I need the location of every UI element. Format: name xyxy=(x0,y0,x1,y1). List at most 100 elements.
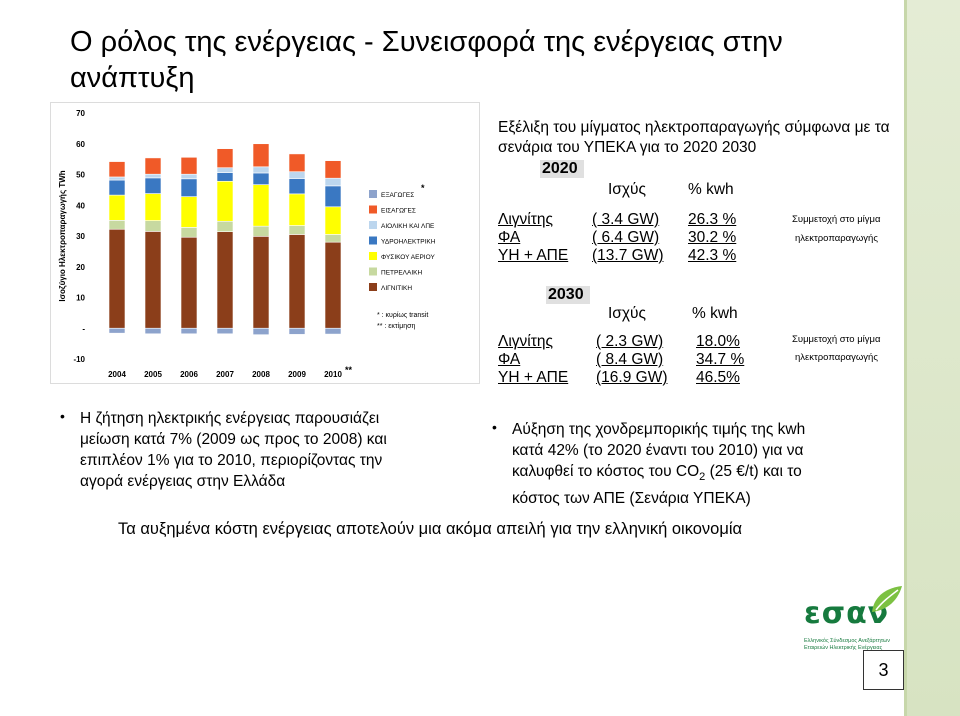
bar-segment xyxy=(252,143,270,168)
row-2030-res-name: ΥΗ + ΑΠΕ xyxy=(498,369,569,386)
x-tick-label: 2006 xyxy=(180,370,198,379)
y-tick-label: 50 xyxy=(76,171,85,180)
row-2030-lignite-power: ( 2.3 GW) xyxy=(596,333,664,350)
bar-segment xyxy=(108,327,126,334)
legend-label: ΑΙΟΛΙΚΗ ΚΑΙ ΛΠΕ xyxy=(381,223,435,230)
bar-segment xyxy=(216,327,234,335)
bar-segment xyxy=(108,220,126,230)
y-tick-label: -10 xyxy=(73,355,85,364)
left-point-line: Η ζήτηση ηλεκτρικής ενέργειας παρουσιάζε… xyxy=(80,410,380,427)
bar-segment xyxy=(108,179,126,196)
co2-cost-text: (25 €/t) και το xyxy=(705,463,802,480)
bar-segment xyxy=(288,171,306,179)
legend-label: ΛΙΓΝΙΤΙΚΗ xyxy=(381,285,412,292)
y-tick-label: - xyxy=(82,324,85,333)
bar-segment xyxy=(216,172,234,182)
bar-segment xyxy=(252,236,270,329)
bar-segment xyxy=(144,173,162,179)
bar-segment xyxy=(180,227,198,238)
bar-segment xyxy=(288,193,306,226)
row-2030-lignite-kwh: 18.0% xyxy=(696,333,740,350)
decorative-side-strip xyxy=(904,0,960,716)
bar-segment xyxy=(108,161,126,178)
row-2020-lignite-name: Λιγνίτης xyxy=(498,211,553,228)
legend-label: ΥΔΡΟΗΛΕΚΤΡΙΚΗ xyxy=(381,239,436,246)
bar-segment xyxy=(252,184,270,227)
legend-swatch xyxy=(369,267,377,276)
power-header-2020: Ισχύς xyxy=(608,181,646,198)
year-2030-label: 2030 xyxy=(548,286,584,303)
bar-segment xyxy=(216,220,234,232)
chart-svg: Ισοζύγιο Ηλεκτροπαραγωγής TWh 70 60 50 40 30 2… xyxy=(58,109,436,379)
page-number: 3 xyxy=(878,660,889,680)
chart-note: ** : εκτίμηση xyxy=(377,322,415,330)
logo-subtitle-line: Ελληνικός Σύνδεσμος Ανεξάρτητων xyxy=(804,638,890,644)
right-point-line: καλυφθεί το κόστος του CO2 (25 €/t) και … xyxy=(512,461,902,488)
row-2020-res-name: ΥΗ + ΑΠΕ xyxy=(498,247,569,264)
slide-title: Ο ρόλος της ενέργειας - Συνεισφορά της ε… xyxy=(70,26,783,94)
kwh-header-2020: % kwh xyxy=(688,181,734,198)
bar-segment xyxy=(216,167,234,173)
chart-note: * : κυρίως transit xyxy=(377,311,428,319)
co2-text: καλυφθεί το κόστος του CO xyxy=(512,463,700,480)
left-point-text: Η ζήτηση ηλεκτρικής ενέργειας παρουσιάζε… xyxy=(80,408,460,492)
generation-balance-chart: Ισοζύγιο Ηλεκτροπαραγωγής TWh 70 60 50 40 30 2… xyxy=(50,102,480,384)
y-axis-label: Ισοζύγιο Ηλεκτροπαραγωγής TWh xyxy=(58,170,67,301)
row-2020-gas-power: ( 6.4 GW) xyxy=(592,229,660,246)
bar-segment xyxy=(108,176,126,181)
bar-segment xyxy=(324,206,342,235)
bullet-right: • xyxy=(492,419,497,435)
note-2030-line2: ηλεκτροπαραγωγής xyxy=(795,352,878,363)
bar-segment xyxy=(288,225,306,235)
x-tick-label: 2007 xyxy=(216,370,234,379)
y-tick-label: 30 xyxy=(76,232,85,241)
mix-heading: Εξέλιξη του μίγματος ηλεκτροπαραγωγής σύ… xyxy=(498,119,890,156)
x-tick-label: 2008 xyxy=(252,370,270,379)
right-point-text: Αύξηση της χονδρεμπορικής τιμής της kwh … xyxy=(512,419,902,509)
bar-segment xyxy=(144,177,162,194)
bar-segment xyxy=(144,231,162,329)
row-2030-lignite-name: Λιγνίτης xyxy=(498,333,553,350)
bar-segment xyxy=(144,220,162,232)
row-2020-res-kwh: 42.3 % xyxy=(688,247,737,264)
row-2020-lignite-power: ( 3.4 GW) xyxy=(592,211,660,228)
bar-segment xyxy=(288,153,306,173)
row-2020-gas-name: ΦΑ xyxy=(498,229,521,246)
note-2020-line2: ηλεκτροπαραγωγής xyxy=(795,233,878,244)
bar-segment xyxy=(180,327,198,335)
co2-subscript: 2 xyxy=(699,471,706,484)
legend-swatch xyxy=(369,190,377,198)
leaf-icon xyxy=(872,586,902,612)
note-2030-line1: Συμμετοχή στο μίγμα xyxy=(792,334,881,345)
x-tick-label: 2010 xyxy=(324,370,342,379)
legend-swatch xyxy=(369,205,377,214)
legend-swatch xyxy=(369,283,377,291)
bar-segment xyxy=(216,180,234,222)
row-2030-gas-power: ( 8.4 GW) xyxy=(596,351,664,368)
right-point-line: κόστος των ΑΠΕ (Σενάρια ΥΠΕΚΑ) xyxy=(512,490,751,508)
legend-label: ΦΥΣΙΚΟΥ ΑΕΡΙΟΥ xyxy=(381,254,435,261)
legend-mark: * xyxy=(421,183,425,193)
legend-label: ΠΕΤΡΕΛΑΙΚΗ xyxy=(381,270,422,277)
bar-segment xyxy=(288,234,306,329)
legend-swatch xyxy=(369,221,377,229)
bar-segment xyxy=(180,156,198,175)
bar-segment xyxy=(180,173,198,180)
bar-segment xyxy=(324,241,342,329)
logo-wordmark: εσαν xyxy=(804,596,890,631)
bottom-statement: Τα αυξημένα κόστη ενέργειας αποτελούν μι… xyxy=(118,520,743,538)
right-point-line: κατά 42% (το 2020 έναντι του 2010) για ν… xyxy=(512,442,804,459)
left-point-line: επιπλέον 1% για το 2010, περιορίζοντας τ… xyxy=(80,452,383,469)
bar-segment xyxy=(180,178,198,197)
logo-subtitle-line: Εταιρειών Ηλεκτρικής Ενέργειας xyxy=(804,645,883,651)
bar-segment xyxy=(324,234,342,243)
y-tick-label: 70 xyxy=(76,109,85,118)
legend-swatch xyxy=(369,236,377,245)
row-2030-gas-name: ΦΑ xyxy=(498,351,521,368)
left-point-line: μείωση κατά 7% (2009 ως προς το 2008) κα… xyxy=(80,431,387,448)
y-tick-label: 20 xyxy=(76,263,85,272)
bar-segment xyxy=(324,160,342,179)
bar-segment xyxy=(324,327,342,335)
bar-segment xyxy=(252,327,270,336)
esan-logo: εσαν Ελληνικός Σύνδεσμος Ανεξάρτητων Ετα… xyxy=(804,584,906,656)
